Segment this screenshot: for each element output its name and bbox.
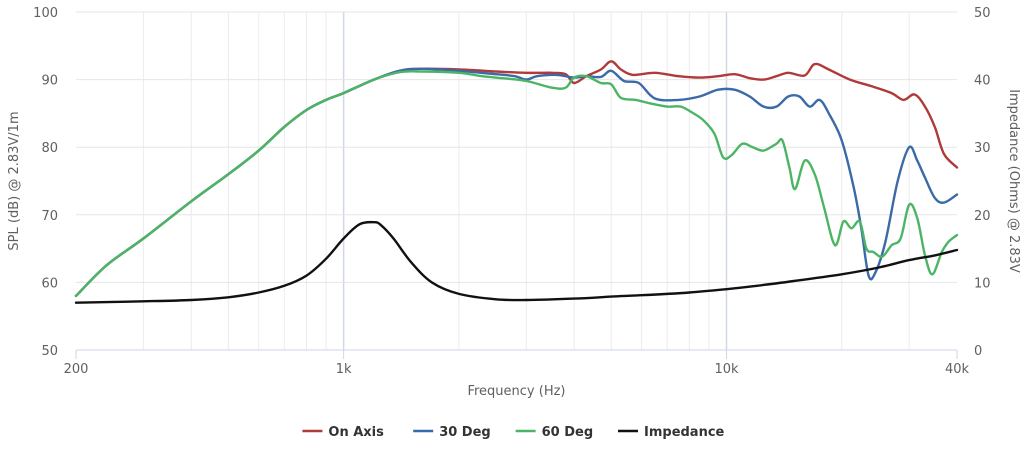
y-right-tick-label: 30 bbox=[974, 141, 991, 156]
x-tick-label: 200 bbox=[64, 362, 89, 377]
legend-label: 30 Deg bbox=[439, 425, 491, 440]
legend-item-impedance[interactable]: Impedance bbox=[618, 425, 725, 440]
y-right-tick-label: 40 bbox=[974, 74, 991, 89]
legend-label: Impedance bbox=[644, 425, 725, 440]
x-tick-label: 10k bbox=[714, 362, 739, 377]
legend-label: 60 Deg bbox=[542, 425, 594, 440]
y-right-tick-label: 50 bbox=[974, 6, 991, 21]
y-left-tick-label: 100 bbox=[33, 6, 58, 21]
x-tick-label: 40k bbox=[945, 362, 970, 377]
y-left-tick-label: 80 bbox=[41, 141, 58, 156]
y-left-tick-label: 50 bbox=[41, 344, 58, 359]
axes: 50 60 70 80 90 100 0 10 20 30 40 50 200 1k 10k 40k bbox=[33, 6, 990, 377]
x-axis-title: Frequency (Hz) bbox=[467, 384, 565, 399]
y-left-tick-label: 90 bbox=[41, 74, 58, 89]
y-left-tick-label: 60 bbox=[41, 276, 58, 291]
x-tick-label: 1k bbox=[336, 362, 352, 377]
legend-item-60-deg[interactable]: 60 Deg bbox=[515, 425, 594, 440]
y-axis-left-title: SPL (dB) @ 2.83V/1m bbox=[7, 111, 22, 250]
y-right-tick-label: 0 bbox=[974, 344, 982, 359]
y-right-tick-label: 20 bbox=[974, 209, 991, 224]
legend-label: On Axis bbox=[328, 425, 384, 440]
legend: On Axis 30 Deg 60 Deg Impedance bbox=[302, 425, 725, 440]
y-axis-right-title: Impedance (Ohms) @ 2.83V bbox=[1006, 89, 1021, 273]
y-right-tick-label: 10 bbox=[974, 276, 991, 291]
series-line-30-deg bbox=[74, 67, 959, 298]
y-left-tick-label: 70 bbox=[41, 209, 58, 224]
legend-item-on-axis[interactable]: On Axis bbox=[302, 425, 384, 440]
series-line-on-axis bbox=[74, 60, 959, 298]
series-line-60-deg bbox=[74, 70, 959, 298]
legend-item-30-deg[interactable]: 30 Deg bbox=[413, 425, 491, 440]
series-group bbox=[74, 60, 959, 304]
series-line-impedance bbox=[74, 220, 959, 304]
